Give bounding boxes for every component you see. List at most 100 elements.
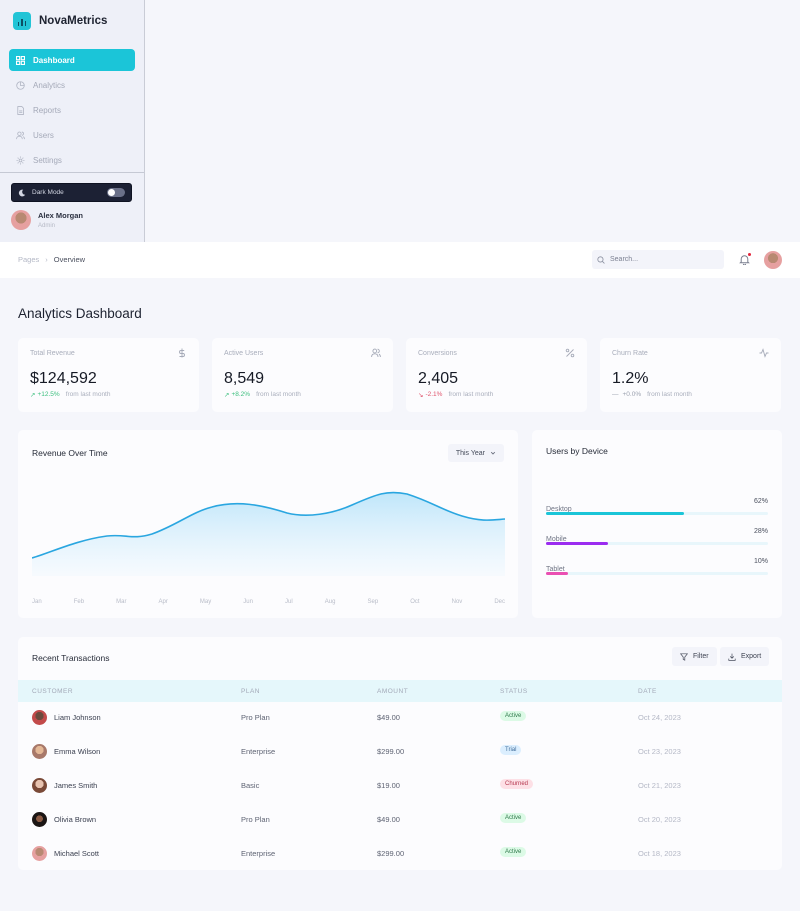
customer-name: James Smith xyxy=(54,781,98,790)
users-icon xyxy=(16,131,25,139)
table-row[interactable]: Liam Johnson Pro Plan $49.00 Active Oct … xyxy=(18,701,782,735)
stat-card-active-users: Active Users 8,549 ↗ +8.2% from last mon… xyxy=(212,338,393,412)
stat-value: $124,592 xyxy=(30,370,97,387)
table-row[interactable]: Emma Wilson Enterprise $299.00 Trial Oct… xyxy=(18,735,782,769)
status-badge: Trial xyxy=(500,745,522,755)
transactions-title: Recent Transactions xyxy=(32,653,110,663)
date-cell: Oct 18, 2023 xyxy=(638,849,681,858)
status-badge: Active xyxy=(500,847,527,857)
progress-track xyxy=(546,542,768,545)
grid-icon xyxy=(16,55,25,65)
percent-icon xyxy=(565,348,575,358)
status-badge: Active xyxy=(500,711,527,721)
device-row-mobile: Mobile 28% xyxy=(546,528,768,546)
export-label: Export xyxy=(741,653,762,660)
progress-track xyxy=(546,572,768,575)
page-title: Analytics Dashboard xyxy=(18,306,142,321)
sidebar-item-settings[interactable]: Settings xyxy=(9,149,135,171)
column-header[interactable]: STATUS xyxy=(500,688,528,695)
plan-cell: Enterprise xyxy=(241,849,276,858)
document-icon xyxy=(17,105,24,115)
device-percent: 28% xyxy=(753,528,768,535)
top-header: Pages › Overview Search... xyxy=(0,242,800,278)
sidebar-item-label: Reports xyxy=(33,105,62,115)
breadcrumb-root[interactable]: Pages xyxy=(18,255,40,264)
export-button[interactable]: Export xyxy=(720,647,770,666)
dark-mode-switch[interactable] xyxy=(107,188,125,197)
avatar xyxy=(32,846,47,861)
stat-card-churn-rate: Churn Rate 1.2% — +0.0% from last month xyxy=(600,338,781,412)
delta-caption: from last month xyxy=(448,391,494,398)
sidebar-item-analytics[interactable]: Analytics xyxy=(9,74,135,96)
sidebar-divider xyxy=(0,172,144,173)
area-fill xyxy=(32,492,505,576)
x-tick: Nov xyxy=(451,599,463,605)
user-name: Alex Morgan xyxy=(38,211,84,220)
header-avatar[interactable] xyxy=(764,251,782,269)
search-input[interactable]: Search... xyxy=(592,250,724,269)
x-tick: Mar xyxy=(116,599,127,605)
logo[interactable]: NovaMetrics xyxy=(13,12,107,30)
column-header[interactable]: AMOUNT xyxy=(377,688,409,695)
x-tick: Dec xyxy=(494,599,505,605)
stat-delta: — +0.0% from last month xyxy=(612,391,692,398)
customer-cell: Emma Wilson xyxy=(32,744,100,759)
column-header[interactable]: PLAN xyxy=(241,688,260,695)
sidebar-item-users[interactable]: Users xyxy=(9,124,135,146)
customer-name: Olivia Brown xyxy=(54,815,97,824)
device-row-desktop: Desktop 62% xyxy=(546,498,768,516)
customer-name: Liam Johnson xyxy=(54,713,101,722)
stat-delta: ↗ +8.2% from last month xyxy=(224,391,301,399)
stat-value: 2,405 xyxy=(418,370,459,387)
avatar xyxy=(11,210,31,230)
trend-down-icon: ↘ xyxy=(418,392,424,399)
filter-icon xyxy=(680,652,688,661)
search-icon xyxy=(597,255,605,264)
pie-chart-icon xyxy=(16,80,25,90)
date-cell: Oct 20, 2023 xyxy=(638,815,681,824)
customer-cell: Olivia Brown xyxy=(32,812,96,827)
dark-mode-label: Dark Mode xyxy=(32,189,64,196)
column-header[interactable]: DATE xyxy=(638,688,657,695)
device-label: Tablet xyxy=(546,566,565,573)
plan-cell: Pro Plan xyxy=(241,815,270,824)
x-tick: Feb xyxy=(73,599,85,605)
device-title: Users by Device xyxy=(546,446,608,456)
sidebar-item-label: Users xyxy=(33,130,54,140)
delta-value: -2.1% xyxy=(425,391,443,398)
table-header: CUSTOMER PLAN AMOUNT STATUS DATE xyxy=(18,680,782,702)
sidebar-item-label: Analytics xyxy=(33,80,66,90)
customer-name: Emma Wilson xyxy=(54,747,101,756)
range-select[interactable]: This Year xyxy=(447,444,504,462)
sidebar-item-dashboard[interactable]: Dashboard xyxy=(9,49,135,71)
app-name: NovaMetrics xyxy=(39,15,108,27)
table-row[interactable]: Olivia Brown Pro Plan $49.00 Active Oct … xyxy=(18,803,782,837)
x-tick: Oct xyxy=(410,599,420,605)
x-tick: Apr xyxy=(158,599,168,605)
activity-icon xyxy=(759,348,769,358)
progress-track xyxy=(546,512,768,515)
sidebar-item-label: Settings xyxy=(33,155,62,165)
revenue-area-chart xyxy=(32,491,505,576)
amount-cell: $299.00 xyxy=(377,849,405,858)
table-row[interactable]: Michael Scott Enterprise $299.00 Active … xyxy=(18,837,782,871)
stat-value: 1.2% xyxy=(612,370,649,387)
column-header[interactable]: CUSTOMER xyxy=(32,688,74,695)
avatar xyxy=(32,744,47,759)
sidebar: NovaMetrics Dashboard Analytics Reports … xyxy=(0,0,145,242)
dark-mode-toggle[interactable]: Dark Mode xyxy=(11,183,132,202)
bell-icon[interactable] xyxy=(739,254,750,265)
device-percent: 62% xyxy=(753,498,768,505)
gear-icon xyxy=(16,156,25,164)
x-tick: Aug xyxy=(324,599,336,605)
delta-value: +8.2% xyxy=(231,391,251,398)
amount-cell: $49.00 xyxy=(377,713,400,722)
stat-card-revenue: Total Revenue $124,592 ↗ +12.5% from las… xyxy=(18,338,199,412)
delta-caption: from last month xyxy=(256,391,301,398)
sidebar-item-reports[interactable]: Reports xyxy=(9,99,135,121)
table-row[interactable]: James Smith Basic $19.00 Churned Oct 21,… xyxy=(18,769,782,803)
stat-label: Conversions xyxy=(418,350,457,357)
x-tick: May xyxy=(199,599,212,605)
filter-button[interactable]: Filter xyxy=(672,647,717,666)
user-profile[interactable]: Alex Morgan Admin xyxy=(11,210,83,230)
